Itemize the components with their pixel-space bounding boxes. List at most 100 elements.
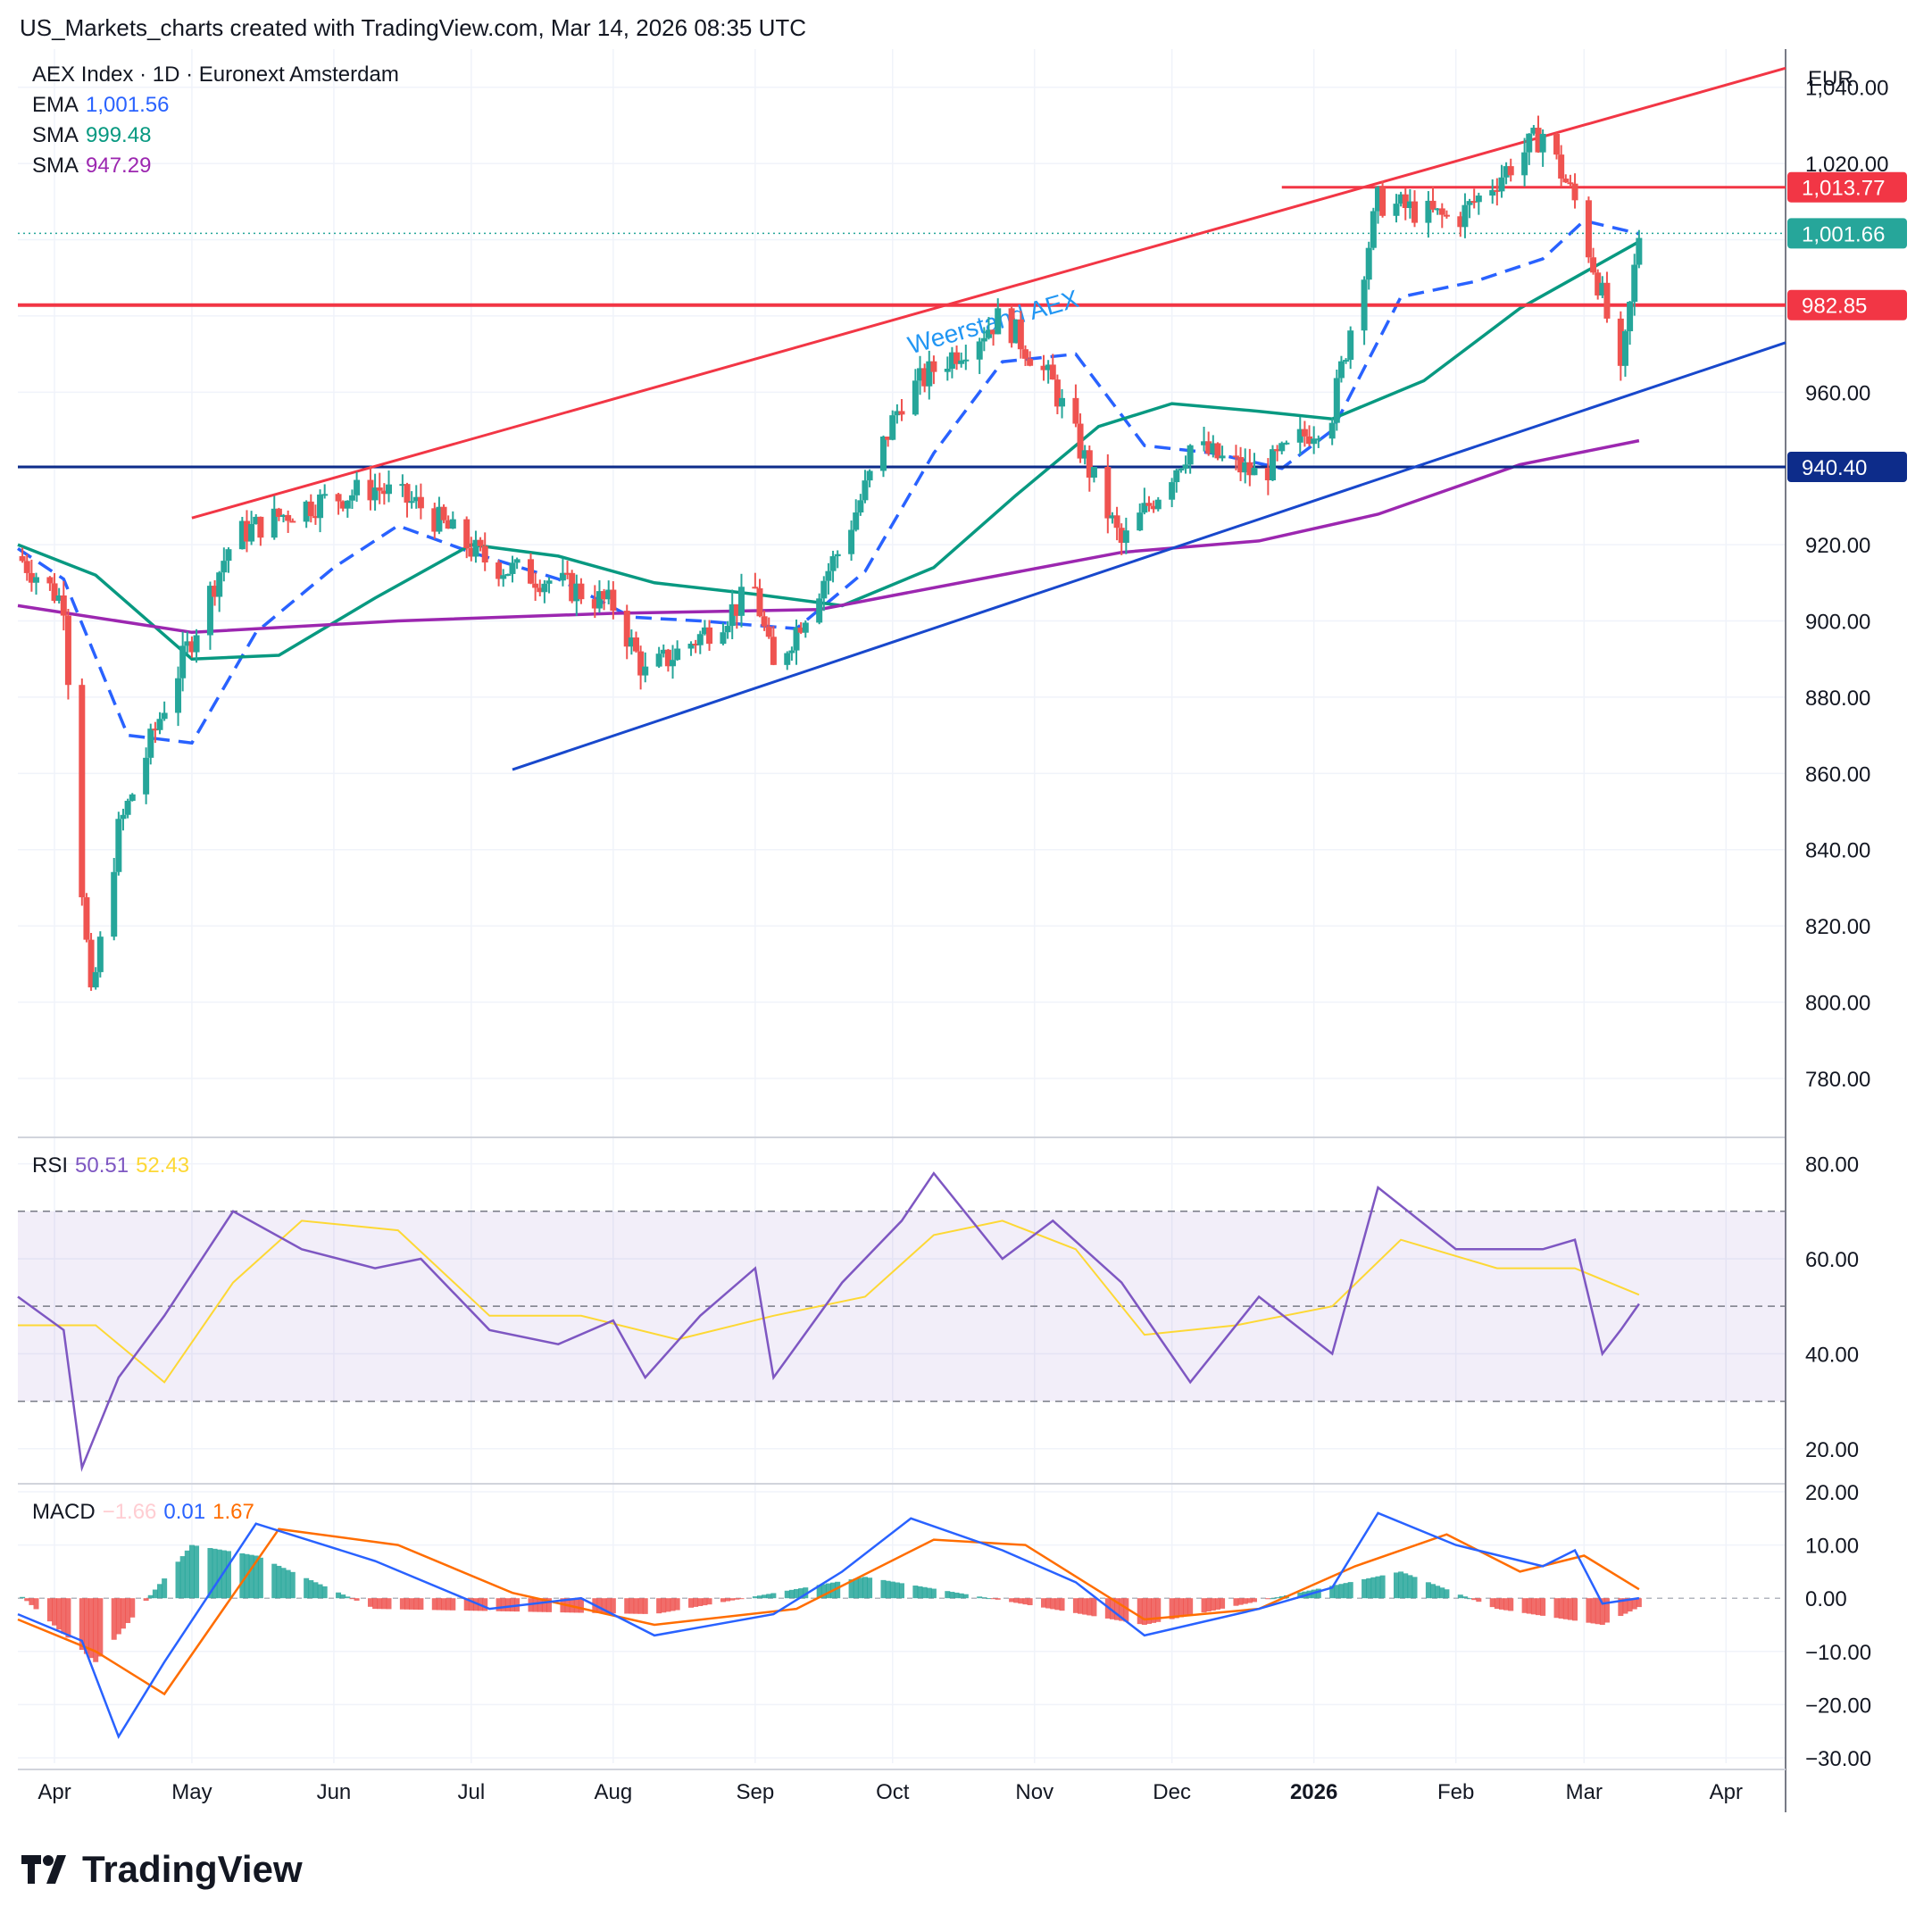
candle-body	[995, 308, 1002, 335]
macd-hist-bar	[1489, 1598, 1495, 1608]
rsi-tick-label: 60.00	[1805, 1248, 1859, 1272]
macd-hist-bar	[1412, 1577, 1418, 1599]
price-tick-label: 1,040.00	[1805, 77, 1888, 101]
candle-body	[1109, 515, 1116, 519]
candle-body	[60, 595, 67, 616]
macd-hist-bar	[162, 1578, 168, 1599]
candle-body	[221, 561, 228, 573]
candle-body	[1169, 482, 1176, 500]
macd-hist-bar	[986, 1598, 992, 1600]
chart-svg[interactable]: Weerstand AEX 1,040.001,020.00960.00920.…	[0, 0, 1932, 1839]
candle-body	[1595, 272, 1602, 296]
candle-body	[1402, 194, 1409, 209]
price-tick-label: 820.00	[1805, 915, 1870, 939]
macd-hist-bar	[120, 1598, 126, 1629]
tradingview-logo[interactable]: TradingView	[21, 1848, 303, 1891]
legend-rsi: RSI 50.51 52.43	[32, 1153, 189, 1178]
candle-body	[1617, 318, 1624, 366]
macd-hist-bar	[495, 1598, 502, 1611]
macd-hist-bar	[207, 1547, 213, 1599]
macd-hist-bar	[573, 1598, 579, 1613]
macd-hist-bar	[1444, 1589, 1450, 1599]
candle-body	[79, 685, 86, 898]
macd-hist-bar	[1622, 1598, 1628, 1614]
macd-hist-bar	[825, 1583, 831, 1599]
annotation-weerstand: Weerstand AEX	[904, 285, 1081, 360]
macd-hist-bar	[1498, 1598, 1504, 1610]
candle-body	[1599, 282, 1606, 296]
candle-body	[601, 591, 608, 600]
macd-hist-bar	[345, 1596, 351, 1599]
candle-body	[285, 514, 292, 521]
macd-hist-bar	[317, 1584, 323, 1599]
macd-hist-bar	[1119, 1598, 1125, 1621]
macd-hist-bar	[1631, 1598, 1637, 1610]
macd-hist-bar	[1375, 1576, 1381, 1599]
macd-hist-bar	[1013, 1598, 1020, 1603]
candle-body	[660, 649, 667, 654]
rsi-line	[17, 1171, 1640, 1472]
macd-hist-bar	[1009, 1598, 1015, 1602]
macd-hist-bar	[1205, 1598, 1212, 1612]
macd-hist-bar	[990, 1598, 996, 1600]
candle-body	[569, 572, 576, 602]
macd-hist-bar	[605, 1598, 612, 1614]
candle-body	[1425, 200, 1432, 223]
candle-body	[344, 500, 351, 509]
candle-body	[152, 728, 159, 731]
macd-hist-bar	[93, 1598, 99, 1662]
candle-body	[885, 437, 892, 440]
candle-body	[115, 819, 122, 872]
macd-hist-bar	[321, 1586, 328, 1599]
candle-body	[820, 580, 828, 599]
rsi-tick-label: 40.00	[1805, 1343, 1859, 1367]
macd-hist-bar	[1270, 1598, 1276, 1600]
candle-body	[1219, 455, 1226, 459]
rsi-ma-line	[18, 1220, 1640, 1384]
macd-hist-bar	[762, 1594, 768, 1599]
candle-body	[19, 555, 26, 562]
rsi-tick-label: 80.00	[1805, 1153, 1859, 1178]
macd-hist-bar	[1398, 1571, 1404, 1599]
macd-tick-label: 10.00	[1805, 1535, 1859, 1559]
macd-hist-bar	[1467, 1598, 1473, 1600]
macd-hist-bar	[1530, 1598, 1536, 1615]
macd-tick-label: −20.00	[1805, 1694, 1871, 1718]
macd-hist-bar	[1201, 1598, 1207, 1613]
candle-body	[243, 520, 250, 542]
candle-body	[729, 604, 736, 627]
macd-tick-label: 20.00	[1805, 1481, 1859, 1505]
candle-body	[225, 549, 232, 562]
macd-hist-bar	[661, 1598, 667, 1613]
macd-hist-bar	[1220, 1598, 1226, 1609]
macd-hist-bar	[446, 1598, 452, 1611]
candle-body	[1264, 467, 1271, 480]
candle-body	[879, 437, 887, 471]
candle-body	[257, 516, 264, 538]
candle-body	[380, 490, 387, 495]
candle-body	[1027, 358, 1034, 366]
macd-pane	[17, 1511, 1642, 1740]
candle-body	[147, 728, 154, 758]
candle-body	[1232, 455, 1239, 458]
candle-body	[954, 352, 961, 364]
candle-body	[664, 649, 671, 667]
macd-hist-bar	[212, 1548, 218, 1599]
macd-hist-bar	[729, 1598, 736, 1601]
candle-body	[412, 496, 420, 502]
candle-body	[87, 939, 95, 987]
rsi-pane	[17, 1171, 1786, 1472]
macd-hist-bar	[482, 1598, 488, 1611]
macd-hist-value: −1.66	[102, 1500, 157, 1524]
macd-signal-value: 1.67	[212, 1500, 254, 1524]
macd-hist-bar	[257, 1557, 263, 1599]
candle-body	[111, 871, 118, 937]
candle-body	[1475, 196, 1482, 203]
macd-hist-bar	[500, 1598, 506, 1611]
candle-body	[1137, 512, 1144, 531]
candle-body	[701, 627, 708, 635]
candle-body	[156, 719, 163, 730]
candle-body	[206, 586, 213, 636]
candle-body	[1631, 264, 1638, 303]
macd-hist-bar	[1439, 1587, 1445, 1599]
